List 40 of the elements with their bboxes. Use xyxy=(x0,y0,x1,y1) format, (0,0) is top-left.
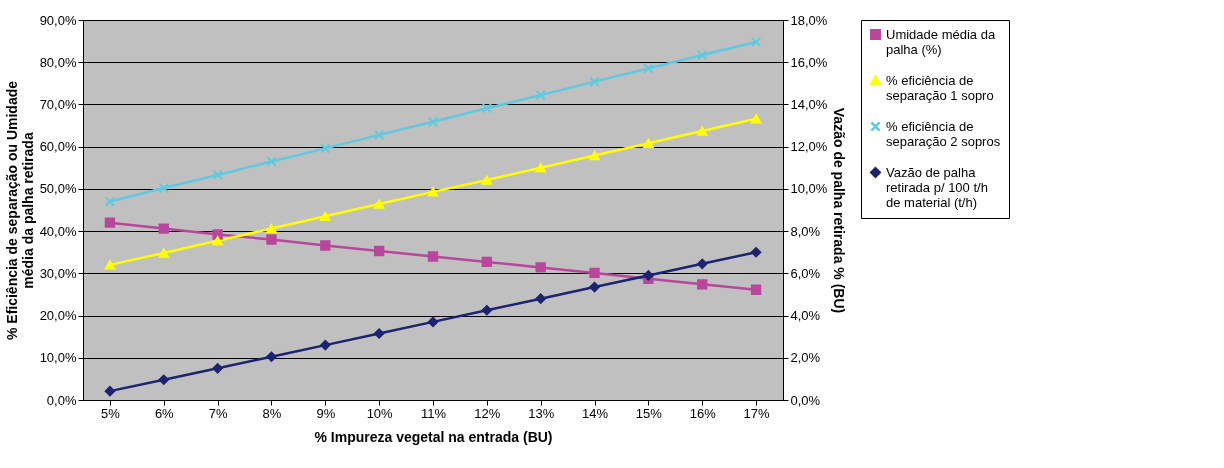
y2-tick-label: 12,0% xyxy=(790,139,828,155)
y-tick-label: 20,0% xyxy=(39,308,77,324)
x-tick-label: 9% xyxy=(316,405,336,421)
y-tick-label: 50,0% xyxy=(39,181,77,197)
x-tick-label: 6% xyxy=(154,405,175,421)
legend-label: % eficiência de separação 2 sopros xyxy=(886,118,1001,149)
x-tick-label: 13% xyxy=(528,405,555,421)
x-tick-label: 17% xyxy=(743,405,771,421)
y-tick-label: 80,0% xyxy=(39,54,77,70)
y2-tick-label: 18,0% xyxy=(790,12,828,28)
y-tick-label: 30,0% xyxy=(39,265,77,281)
x-axis-title: % Impureza vegetal na entrada (BU) xyxy=(314,428,553,445)
x-tick-label: 14% xyxy=(582,405,609,421)
y-axis-title: % Eficiência de separação ou Umidade média da palha retirada xyxy=(3,80,36,341)
x-tick-label: 12% xyxy=(474,405,501,421)
y2-tick-label: 10,0% xyxy=(790,181,828,197)
y2-tick-label: 8,0% xyxy=(790,223,821,239)
y-tick-label: 60,0% xyxy=(39,139,77,155)
legend-label: % eficiência de separação 1 sopro xyxy=(886,72,994,103)
y2-tick-label: 4,0% xyxy=(790,308,821,324)
y-tick-label: 70,0% xyxy=(39,96,77,112)
x-tick-label: 10% xyxy=(366,405,394,421)
legend-label: Vazão de palha retirada p/ 100 t/h de material (t/h) xyxy=(886,164,988,210)
y-tick-label: 40,0% xyxy=(39,223,77,239)
y2-axis-title: Vazão de palha retirada % (BU) xyxy=(831,107,848,314)
x-tick-label: 16% xyxy=(689,405,717,421)
x-tick-label: 8% xyxy=(262,405,282,421)
y-tick-label: 10,0% xyxy=(39,350,77,366)
x-tick-label: 15% xyxy=(635,405,663,421)
legend-label: Umidade média da palha (%) xyxy=(886,26,996,57)
y2-tick-label: 6,0% xyxy=(790,265,821,281)
y2-tick-label: 16,0% xyxy=(790,54,828,70)
x-tick-label: 7% xyxy=(208,405,228,421)
x-tick-label: 5% xyxy=(101,405,121,421)
x-tick-label: 11% xyxy=(420,405,447,421)
y2-tick-label: 2,0% xyxy=(790,350,821,366)
y-tick-label: 90,0% xyxy=(39,12,77,28)
y2-tick-label: 14,0% xyxy=(790,96,828,112)
y-tick-label: 0,0% xyxy=(46,392,77,408)
y2-tick-label: 0,0% xyxy=(790,392,821,408)
